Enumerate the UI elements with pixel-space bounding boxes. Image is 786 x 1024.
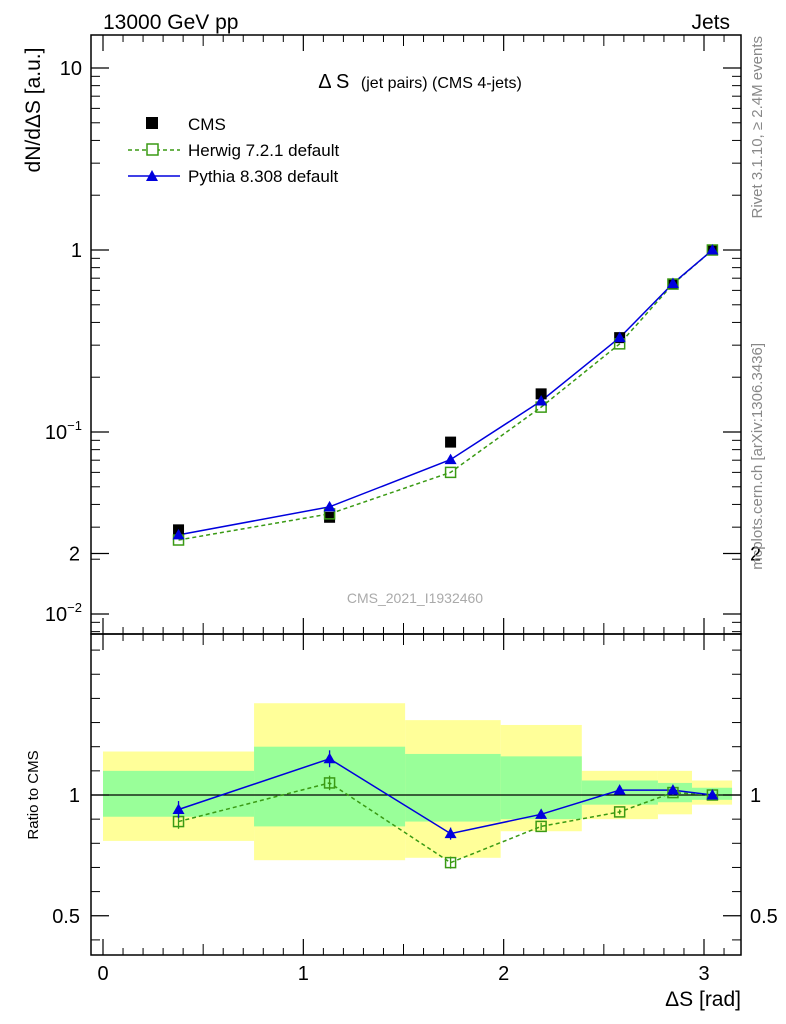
- x-tick-label: 0: [97, 963, 108, 985]
- plot-title-detail: (jet pairs) (CMS 4-jets): [361, 75, 522, 92]
- ratio-plot-area: [91, 703, 741, 869]
- herwig-ratio-point: [323, 777, 336, 789]
- legend-cms-label: CMS: [188, 115, 226, 134]
- pythia-point: [666, 277, 679, 288]
- main-plot-area: [102, 35, 725, 634]
- pythia-ratio-point: [706, 789, 719, 800]
- x-tick-label: 2: [498, 963, 509, 985]
- x-axis-label: ΔS [rad]: [665, 988, 741, 1011]
- herwig-point: [444, 466, 457, 479]
- main-y-tick-label: 10: [60, 58, 82, 80]
- pythia-point: [535, 395, 548, 406]
- site-label: mcplots.cern.ch [arXiv:1306.3436]: [749, 343, 766, 570]
- legend-herwig-marker: [146, 143, 159, 156]
- pythia-point: [323, 500, 336, 512]
- ratio-y-tick-label-right: 1: [750, 785, 761, 807]
- x-tick-label: 1: [298, 963, 309, 985]
- ratio-y-tick-label: 0.5: [52, 906, 80, 928]
- ratio-y-tick-label: 1: [69, 785, 80, 807]
- plot-title-main: Δ S: [318, 71, 349, 93]
- analysis-watermark: CMS_2021_I1932460: [347, 590, 483, 606]
- main-y-ticks: 10 1 10−1 10−2: [45, 58, 741, 633]
- main-y-tick-label: 10−2: [45, 600, 82, 626]
- main-y-tick-label: 10−1: [45, 418, 82, 444]
- ratio-y-axis-label: Ratio to CMS: [25, 750, 42, 839]
- cms-data-point: [445, 436, 457, 448]
- rivet-label: Rivet 3.1.10, ≥ 2.4M events: [749, 36, 766, 219]
- pythia-point: [706, 244, 719, 255]
- cms-data-point: [535, 388, 547, 400]
- energy-label: 13000 GeV pp: [103, 11, 238, 34]
- uncertainty-band-inner: [405, 753, 501, 822]
- x-ticks: 0 1 2 3: [97, 634, 725, 985]
- category-label: Jets: [691, 11, 730, 34]
- ratio-panel: 2 2 1 1 0.5 0.5 0 1 2 3: [52, 544, 778, 986]
- ratio-y-tick-label: 2: [69, 544, 80, 566]
- pythia-ratio-point: [613, 784, 626, 795]
- pythia-ratio-point: [323, 752, 336, 764]
- herwig-ratio-point: [613, 806, 626, 818]
- plot-title: Δ S (jet pairs) (CMS 4-jets): [318, 71, 522, 93]
- cms-data-point: [324, 511, 336, 523]
- ratio-y-tick-label-right: 0.5: [750, 906, 778, 928]
- herwig-line: [178, 249, 713, 541]
- legend-pythia-marker: [146, 170, 158, 181]
- pythia-ratio-point: [666, 784, 679, 795]
- pythia-ratio-point: [535, 808, 548, 819]
- herwig-ratio-point: [444, 856, 457, 869]
- legend-herwig-label: Herwig 7.2.1 default: [188, 141, 339, 160]
- ratio-y-tick-label-right: 2: [750, 544, 761, 566]
- legend: CMS Herwig 7.2.1 default Pythia 8.308 de…: [128, 115, 339, 186]
- main-y-axis-label: dN/dΔS [a.u.]: [22, 48, 45, 173]
- pythia-line: [178, 249, 713, 536]
- main-y-tick-label: 1: [71, 240, 82, 262]
- legend-pythia-label: Pythia 8.308 default: [188, 167, 339, 186]
- pythia-point: [444, 453, 457, 465]
- legend-cms-marker: [146, 117, 158, 129]
- ratio-y-ticks: 2 2 1 1 0.5 0.5: [52, 544, 778, 941]
- main-panel: 10 1 10−1 10−2: [45, 34, 742, 635]
- pythia-ratio-point: [172, 803, 185, 814]
- pythia-ratio-point: [444, 827, 457, 839]
- x-tick-label: 3: [698, 963, 709, 985]
- pythia-point: [613, 331, 626, 343]
- pythia-point: [172, 528, 185, 540]
- herwig-ratio-point: [535, 820, 547, 833]
